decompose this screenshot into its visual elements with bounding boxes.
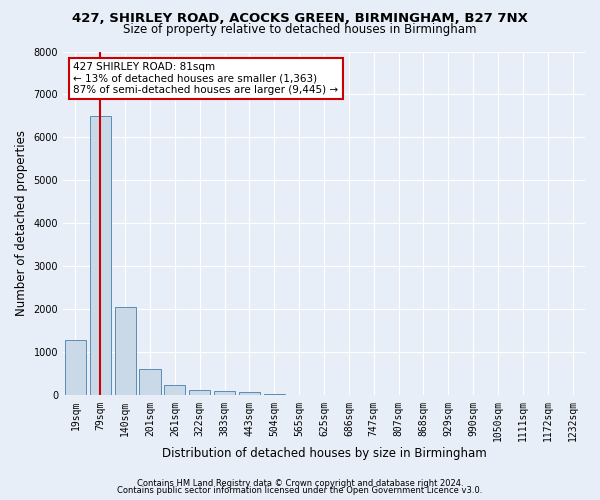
Bar (214, 391, 235, 396)
Y-axis label: Number of detached properties: Number of detached properties (15, 130, 28, 316)
Text: Size of property relative to detached houses in Birmingham: Size of property relative to detached ho… (123, 24, 477, 36)
Bar (115, 308, 136, 396)
Text: Contains HM Land Registry data © Crown copyright and database right 2024.: Contains HM Land Registry data © Crown c… (137, 478, 463, 488)
X-axis label: Distribution of detached houses by size in Birmingham: Distribution of detached houses by size … (161, 447, 487, 460)
Bar (264, 394, 285, 396)
Bar (164, 384, 185, 396)
Bar (189, 390, 211, 396)
Text: Contains public sector information licensed under the Open Government Licence v3: Contains public sector information licen… (118, 486, 482, 495)
Text: 427 SHIRLEY ROAD: 81sqm
← 13% of detached houses are smaller (1,363)
87% of semi: 427 SHIRLEY ROAD: 81sqm ← 13% of detache… (73, 62, 338, 95)
Bar (65, 340, 86, 396)
Bar (239, 392, 260, 396)
Text: 427, SHIRLEY ROAD, ACOCKS GREEN, BIRMINGHAM, B27 7NX: 427, SHIRLEY ROAD, ACOCKS GREEN, BIRMING… (72, 12, 528, 26)
Bar (90, 116, 111, 396)
Bar (139, 369, 161, 396)
